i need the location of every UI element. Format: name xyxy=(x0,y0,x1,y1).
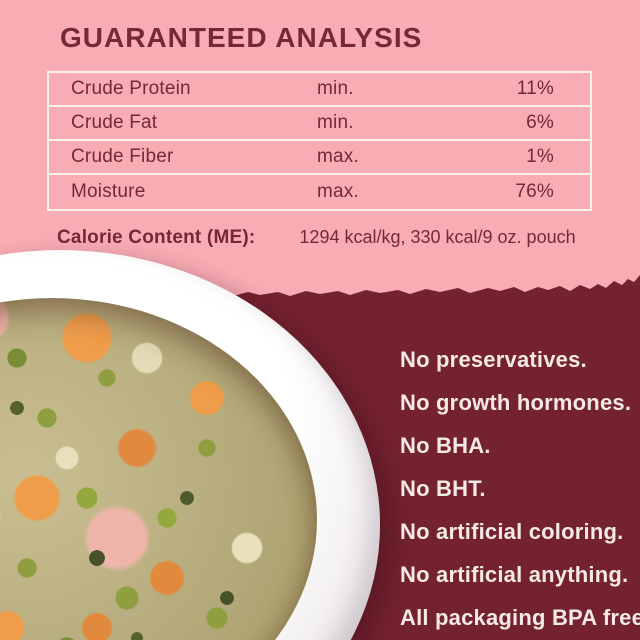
table-row: Crude Protein min. 11% xyxy=(49,73,590,107)
nutrient-label: Moisture xyxy=(71,181,146,202)
dog-food-contents-image xyxy=(0,298,317,640)
claim-item: No preservatives. xyxy=(400,347,587,372)
claim-item: No artificial coloring. xyxy=(400,519,624,544)
table-row: Crude Fat min. 6% xyxy=(49,107,590,141)
calorie-content-label: Calorie Content (ME): xyxy=(57,227,256,248)
claim-item: All packaging BPA free. xyxy=(400,605,640,630)
nutrient-qualifier: min. xyxy=(317,112,354,133)
guaranteed-analysis-table: Crude Protein min. 11% Crude Fat min. 6%… xyxy=(47,71,592,211)
nutrient-label: Crude Protein xyxy=(71,78,191,99)
nutrient-value: 11% xyxy=(516,78,554,99)
page-title: GUARANTEED ANALYSIS xyxy=(60,22,423,53)
product-claims-list: No preservatives. No growth hormones. No… xyxy=(400,338,640,639)
nutrient-label: Crude Fat xyxy=(71,112,158,133)
table-row: Crude Fiber max. 1% xyxy=(49,141,590,175)
nutrient-value: 1% xyxy=(526,146,554,167)
nutrient-qualifier: max. xyxy=(317,181,359,202)
nutrient-qualifier: max. xyxy=(317,146,359,167)
calorie-content-line: Calorie Content (ME): 1294 kcal/kg, 330 … xyxy=(57,227,576,249)
nutrient-label: Crude Fiber xyxy=(71,146,174,167)
nutrient-value: 76% xyxy=(515,181,554,202)
claim-item: No growth hormones. xyxy=(400,390,632,415)
claim-item: No artificial anything. xyxy=(400,562,629,587)
claim-item: No BHA. xyxy=(400,433,491,458)
table-row: Moisture max. 76% xyxy=(49,175,590,209)
nutrient-value: 6% xyxy=(526,112,554,133)
claim-item: No BHT. xyxy=(400,476,486,501)
nutrient-qualifier: min. xyxy=(317,78,354,99)
calorie-content-value: 1294 kcal/kg, 330 kcal/9 oz. pouch xyxy=(299,227,576,247)
torn-paper-edge xyxy=(0,275,640,304)
